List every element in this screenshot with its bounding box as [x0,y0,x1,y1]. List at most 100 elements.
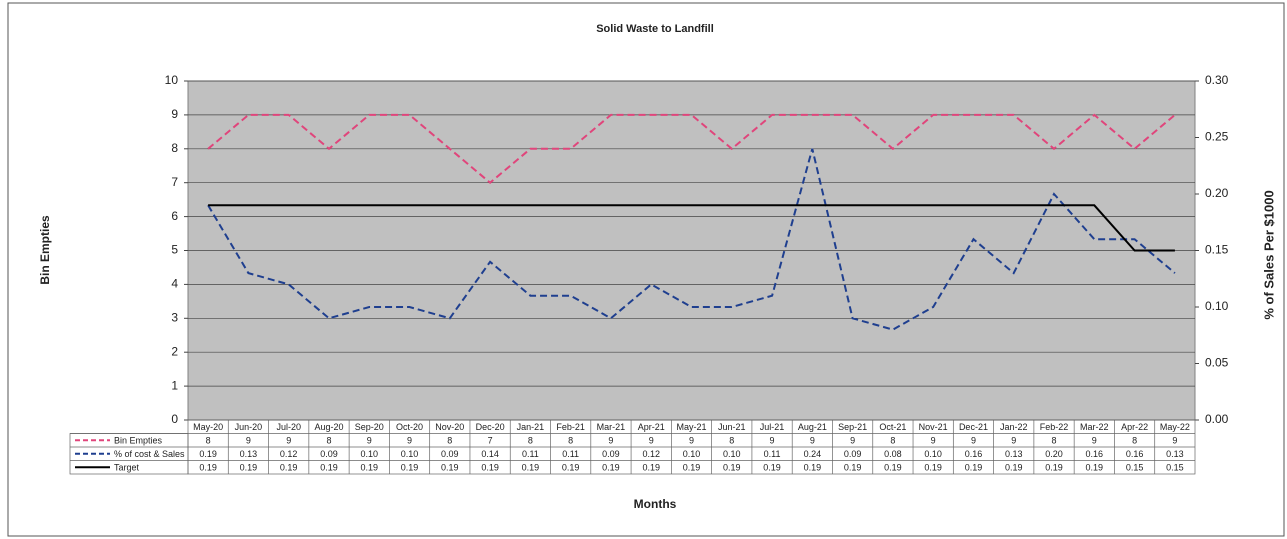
legend-label: Target [114,463,140,473]
table-value: 8 [890,436,895,446]
table-value: 8 [568,436,573,446]
table-value: 9 [931,436,936,446]
table-value: 0.19 [804,463,822,473]
table-value: 0.19 [924,463,942,473]
y-tick-label: 3 [171,310,178,324]
table-value: 0.09 [602,449,620,459]
table-value: 9 [810,436,815,446]
table-value: 9 [850,436,855,446]
x-tick-label: Dec-20 [476,422,505,432]
table-value: 0.24 [804,449,822,459]
x-tick-label: Feb-21 [556,422,585,432]
x-axis-title: Months [634,497,677,511]
table-value: 0.12 [280,449,298,459]
table-value: 9 [689,436,694,446]
y2-tick-label: 0.20 [1205,186,1229,200]
table-value: 0.19 [441,463,459,473]
y-tick-label: 2 [171,344,178,358]
x-tick-label: May-22 [1160,422,1190,432]
y-tick-label: 4 [171,277,178,291]
y-tick-label: 8 [171,141,178,155]
table-value: 0.19 [240,463,258,473]
y-tick-label: 1 [171,378,178,392]
table-value: 0.19 [481,463,499,473]
x-tick-label: Jul-21 [760,422,785,432]
x-tick-label: May-21 [676,422,706,432]
table-value: 9 [367,436,372,446]
table-value: 0.19 [522,463,540,473]
x-tick-label: Aug-21 [798,422,827,432]
table-value: 8 [447,436,452,446]
x-tick-label: Mar-22 [1080,422,1109,432]
table-value: 0.12 [642,449,660,459]
y-tick-label: 10 [165,73,179,87]
table-value: 0.16 [1086,449,1104,459]
table-value: 0.19 [401,463,419,473]
table-value: 0.19 [723,463,741,473]
table-value: 0.19 [320,463,338,473]
table-value: 9 [286,436,291,446]
x-tick-label: Oct-20 [396,422,423,432]
y-tick-label: 9 [171,107,178,121]
table-value: 0.11 [764,449,781,459]
y-tick-label: 5 [171,243,178,257]
table-value: 0.19 [1086,463,1104,473]
x-tick-label: Apr-21 [638,422,665,432]
table-value: 0.09 [320,449,338,459]
table-value: 0.19 [602,463,620,473]
table-value: 9 [246,436,251,446]
table-value: 0.10 [924,449,942,459]
series-line [207,148,1176,331]
table-value: 8 [326,436,331,446]
table-value: 0.16 [965,449,983,459]
y-tick-label: 0 [171,412,178,426]
y-tick-label: 6 [171,209,178,223]
x-tick-label: Nov-21 [919,422,948,432]
table-value: 0.15 [1166,463,1184,473]
chart-title: Solid Waste to Landfill [596,23,714,35]
table-value: 0.19 [360,463,378,473]
table-value: 9 [1011,436,1016,446]
table-value: 9 [1172,436,1177,446]
table-value: 0.19 [844,463,862,473]
table-value: 0.13 [240,449,258,459]
y-tick-label: 7 [171,175,178,189]
x-tick-label: Jun-20 [235,422,263,432]
x-tick-label: Jan-21 [517,422,545,432]
table-value: 0.15 [1126,463,1144,473]
table-value: 0.10 [723,449,741,459]
table-value: 7 [488,436,493,446]
x-tick-label: Dec-21 [959,422,988,432]
x-tick-label: Mar-21 [597,422,626,432]
y-axis-title: Bin Empties [38,215,52,285]
table-value: 0.09 [441,449,459,459]
table-value: 0.19 [642,463,660,473]
x-tick-label: Oct-21 [879,422,906,432]
table-value: 0.09 [844,449,862,459]
table-value: 8 [206,436,211,446]
table-value: 0.19 [884,463,902,473]
table-value: 9 [971,436,976,446]
series-line [207,113,1176,185]
table-value: 9 [649,436,654,446]
table-value: 0.10 [683,449,701,459]
legend-label: Bin Empties [114,436,163,446]
y2-tick-label: 0.10 [1205,299,1229,313]
table-value: 0.19 [280,463,298,473]
table-value: 0.11 [562,449,579,459]
table-value: 8 [528,436,533,446]
x-tick-label: May-20 [193,422,223,432]
y2-tick-label: 0.05 [1205,356,1229,370]
table-value: 0.19 [1045,463,1063,473]
table-value: 0.13 [1005,449,1023,459]
x-tick-label: Nov-20 [435,422,464,432]
table-value: 0.19 [763,463,781,473]
series-line [208,204,1175,252]
x-tick-label: Aug-20 [314,422,343,432]
table-value: 0.10 [401,449,419,459]
table-value: 9 [770,436,775,446]
table-value: 0.19 [199,449,217,459]
table-value: 0.08 [884,449,902,459]
table-value: 9 [608,436,613,446]
x-tick-label: Jan-22 [1000,422,1028,432]
